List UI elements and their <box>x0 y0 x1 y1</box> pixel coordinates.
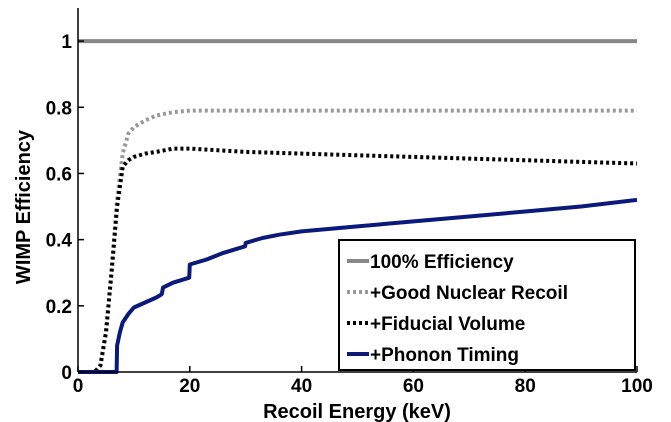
series-line-3 <box>78 146 638 374</box>
x-tick-label: 60 <box>403 376 424 397</box>
legend-box <box>338 239 636 371</box>
y-tick-label: 0.6 <box>46 164 72 185</box>
x-tick-label: 100 <box>621 376 653 397</box>
legend-label-1: 100% Efficiency <box>370 252 514 273</box>
y-tick-label: 0.2 <box>46 297 72 318</box>
legend: 100% Efficiency +Good Nuclear Recoil +Fidu… <box>338 239 636 371</box>
y-axis-label: WIMP Efficiency <box>13 129 35 284</box>
legend-label-2: +Good Nuclear Recoil <box>370 283 568 304</box>
y-tick-label: 1 <box>61 32 72 53</box>
x-axis-label: Recoil Energy (keV) <box>263 401 451 422</box>
y-tick-label: 0.4 <box>46 231 73 252</box>
x-tick-label: 40 <box>291 376 312 397</box>
legend-label-4: +Phonon Timing <box>370 345 519 366</box>
y-tick-label: 0 <box>61 363 72 384</box>
x-tick-label: 20 <box>179 376 200 397</box>
series-line-4 <box>78 197 638 374</box>
plot-layer <box>78 39 638 374</box>
x-tick-label: 0 <box>73 376 84 397</box>
legend-label-3: +Fiducial Volume <box>370 314 525 335</box>
y-tick-label: 0.8 <box>46 98 72 119</box>
x-tick-label: 80 <box>515 376 536 397</box>
axes-layer: 0 20 40 60 80 100 0 0.2 0.4 0.6 0.8 1 <box>46 8 653 397</box>
